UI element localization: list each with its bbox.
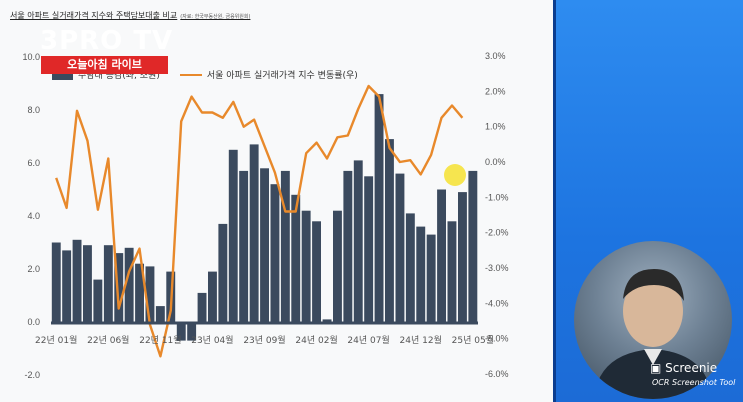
bar-8 — [135, 263, 144, 322]
right-tick-5: -1.0% — [485, 192, 509, 202]
bar-24 — [301, 210, 311, 322]
bar-32 — [385, 139, 394, 322]
bar-23 — [291, 194, 301, 322]
left-tick-4: 6.0 — [27, 158, 40, 168]
x-tick-4: 23년 09월 — [243, 334, 285, 346]
x-tick-8: 25년 05월 — [452, 334, 494, 346]
camera-icon: ▣ — [650, 361, 662, 375]
bar-5 — [103, 245, 113, 322]
bar-30 — [364, 176, 374, 323]
right-tick-2: -4.0% — [485, 298, 509, 308]
chart-svg: -2.0 0.0 2.0 4.0 6.0 8.0 10.0 -6.0% -5.0% -4.0% -3… — [22, 51, 508, 380]
bar-31 — [374, 94, 384, 322]
left-tick-6: 10.0 — [22, 52, 40, 62]
bar-18 — [239, 170, 249, 322]
bar-7 — [124, 247, 134, 322]
price-index-line — [55, 84, 464, 358]
right-tick-9: 3.0% — [485, 51, 506, 61]
x-tick-7: 24년 12월 — [400, 334, 442, 346]
bar-27 — [333, 210, 342, 322]
right-tick-7: 1.0% — [485, 122, 506, 132]
bar-12 — [176, 322, 186, 341]
x-tick-5: 24년 02월 — [295, 334, 337, 346]
right-tick-3: -3.0% — [485, 263, 509, 273]
left-tick-2: 2.0 — [27, 264, 40, 274]
chart-source: (자료: 한국부동산원, 금융위원회) — [180, 14, 251, 20]
right-tick-8: 2.0% — [485, 86, 506, 96]
legend-bar-label: 주담대 증감(좌, 조원) — [78, 71, 160, 81]
live-badge: 오늘아침 라이브 — [41, 56, 168, 74]
bar-10 — [155, 306, 165, 322]
bar-13 — [187, 322, 197, 341]
screenie-watermark: ▣ Screenie — [650, 361, 717, 375]
x-tick-1: 22년 06월 — [87, 334, 129, 346]
left-tick-3: 4.0 — [27, 211, 40, 221]
zero-baseline — [51, 321, 478, 325]
bar-0 — [51, 242, 61, 322]
bar-25 — [312, 221, 321, 322]
left-tick-0: -2.0 — [24, 370, 40, 380]
x-tick-2: 22년 11월 — [139, 334, 181, 346]
x-tick-0: 22년 01월 — [35, 334, 77, 346]
x-tick-6: 24년 07월 — [347, 334, 389, 346]
bar-28 — [343, 170, 353, 322]
bar-40 — [468, 170, 478, 322]
side-panel-edge — [553, 0, 556, 402]
bar-4 — [93, 279, 103, 322]
bar-15 — [208, 271, 217, 322]
screenie-text: Screenie — [665, 361, 718, 375]
bar-29 — [353, 160, 363, 322]
line-layer — [55, 84, 464, 358]
bar-3 — [83, 245, 92, 322]
bar-39 — [458, 192, 467, 322]
chart-title: 서울 아파트 실거래가격 지수와 주택담보대출 비교 (자료: 한국부동산원, 금… — [10, 10, 250, 21]
bar-33 — [395, 173, 405, 322]
chart-legend: 주담대 증감(좌, 조원) 서울 아파트 실거래가격 지수 변동률(우) — [52, 68, 358, 81]
bar-20 — [260, 168, 269, 322]
bar-9 — [145, 266, 155, 322]
bar-34 — [405, 213, 415, 322]
right-tick-0: -6.0% — [485, 369, 509, 379]
bar-19 — [249, 144, 259, 322]
bar-36 — [426, 234, 436, 322]
bar-22 — [280, 170, 290, 322]
axis-layer: -2.0 0.0 2.0 4.0 6.0 8.0 10.0 -6.0% -5.0% -4.0% -3… — [22, 51, 508, 380]
bar-14 — [197, 292, 207, 322]
right-tick-4: -2.0% — [485, 228, 509, 238]
bar-37 — [437, 189, 446, 322]
channel-logo: 3PRO TV — [40, 26, 174, 56]
legend-line-label: 서울 아파트 실거래가격 지수 변동률(우) — [206, 71, 358, 81]
x-tick-3: 23년 04월 — [191, 334, 233, 346]
cursor-highlight — [444, 164, 466, 186]
bar-38 — [447, 221, 457, 322]
presenter-silhouette — [594, 269, 712, 399]
bar-layer — [51, 94, 478, 341]
bar-2 — [72, 239, 82, 322]
chart-title-text: 서울 아파트 실거래가격 지수와 주택담보대출 비교 — [10, 11, 178, 20]
bar-1 — [62, 250, 72, 322]
chart-panel: 서울 아파트 실거래가격 지수와 주택담보대출 비교 (자료: 한국부동산원, 금… — [10, 10, 509, 380]
right-tick-1: -5.0% — [485, 334, 509, 344]
bar-6 — [114, 253, 124, 322]
bar-21 — [270, 184, 280, 322]
bar-26 — [322, 319, 332, 322]
legend-bar-swatch — [52, 69, 73, 80]
left-tick-1: 0.0 — [27, 317, 40, 327]
bar-35 — [416, 226, 426, 322]
webcam-feed — [574, 241, 732, 399]
left-tick-5: 8.0 — [27, 105, 40, 115]
legend-line-swatch — [179, 73, 202, 76]
bar-17 — [228, 149, 238, 323]
side-panel — [553, 0, 743, 402]
right-tick-6: 0.0% — [485, 157, 506, 167]
bar-16 — [218, 223, 228, 322]
screenie-subtitle: OCR Screenshot Tool — [652, 378, 736, 387]
